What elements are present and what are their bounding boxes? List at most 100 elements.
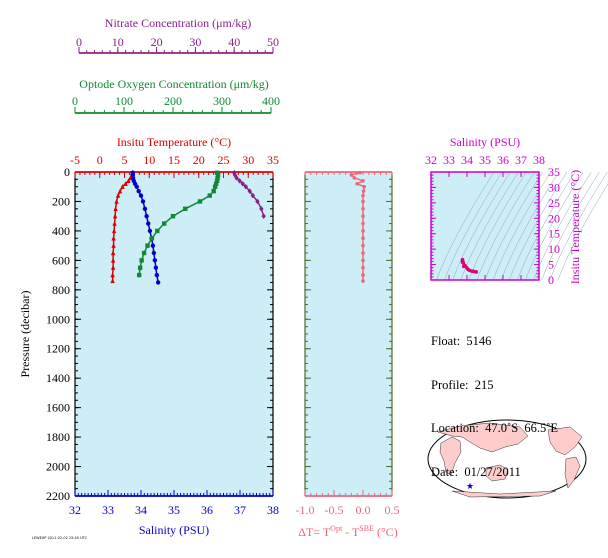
pressure-axis-title: Pressure (decibar): [18, 291, 32, 378]
delta-t-point: [361, 243, 365, 248]
delta-t-point: [361, 179, 365, 183]
delta-t-tick-label: 0.0: [356, 503, 371, 517]
temperature-point: [110, 250, 116, 256]
pressure-tick-label: 1800: [46, 430, 70, 444]
nitrate-point: [259, 206, 264, 212]
ts-ytick-label: 30: [548, 180, 560, 194]
date-text: Date: 01/27/2011: [431, 464, 521, 479]
oxygen-point: [155, 228, 160, 234]
temperature-point: [110, 265, 116, 270]
timestamp-stamp: LEWEXP 2011-02-02 15:45 UTC: [32, 536, 88, 540]
map-north-america: [547, 426, 583, 456]
density-contour: [460, 171, 519, 281]
delta-t-point: [361, 265, 365, 270]
delta-t-point: [361, 221, 365, 226]
salinity-point: [138, 193, 144, 198]
profile-number: Profile: 215: [431, 377, 494, 392]
delta-t-point: [361, 258, 365, 263]
pressure-tick-label: 1000: [46, 312, 70, 326]
map-south-america: [564, 456, 581, 489]
float-info: Float: 5146 Profile: 215 Location: 47.0˚…: [431, 305, 558, 494]
oxygen-tick-label: 300: [213, 94, 231, 108]
profile-series: [110, 169, 266, 285]
ts-xtick-label: 36: [497, 153, 509, 167]
temperature-tick-label: 25: [218, 153, 230, 167]
salinity-point: [134, 184, 139, 189]
salinity-point: [144, 213, 149, 219]
temperature-point: [110, 278, 115, 284]
delta-t-point: [349, 173, 354, 177]
density-contour: [517, 171, 576, 281]
oxygen-tick-label: 200: [164, 94, 182, 108]
ts-ytick-label: 5: [548, 258, 554, 272]
delta-t-axis-title: ΔT= TOpt - TSBE (°C): [298, 524, 398, 539]
oxygen-point: [214, 170, 220, 175]
ts-xtick-label: 34: [461, 153, 473, 167]
delta-t-point: [352, 176, 357, 180]
density-contour: [492, 171, 551, 281]
nitrate-tick-label: 0: [76, 35, 82, 49]
oxygen-point: [170, 213, 176, 219]
density-contour: [533, 171, 592, 281]
oxygen-point: [212, 184, 218, 189]
salinity-point: [151, 250, 157, 256]
oxygen-point: [211, 188, 216, 194]
temperature-point: [115, 192, 121, 198]
salinity-tick-label: 35: [168, 503, 180, 517]
pressure-tick-label: 400: [52, 224, 70, 238]
delta-t-point: [361, 229, 365, 233]
pressure-tick-label: 1400: [46, 371, 70, 385]
oxygen-point: [161, 221, 167, 226]
oxygen-point: [207, 193, 212, 198]
temperature-point: [113, 206, 118, 212]
delta-t-plot-area: [305, 172, 392, 496]
ts-xtick-label: 37: [515, 153, 527, 167]
main-plot-area: [75, 172, 273, 496]
nitrate-point: [250, 192, 256, 199]
oxygen-axis: 0 100 200 300 400: [72, 94, 280, 114]
temperature-point: [114, 198, 119, 204]
delta-t-point: [361, 251, 365, 255]
nitrate-tick-label: 10: [112, 35, 124, 49]
delta-t-point: [358, 170, 362, 175]
temperature-tick-label: -5: [70, 153, 80, 167]
density-contour: [452, 171, 511, 281]
salinity-tick-label: 33: [102, 503, 114, 517]
density-contour: [500, 171, 560, 281]
delta-t-point: [362, 184, 366, 189]
temperature-tick-label: 30: [242, 153, 254, 167]
ts-ytick-label: 35: [548, 165, 560, 179]
oxygen-point: [149, 236, 155, 241]
density-contour: [549, 171, 608, 281]
temperature-point: [120, 184, 125, 189]
delta-t-point: [361, 279, 365, 283]
temperature-point: [110, 257, 116, 263]
delta-t-point: [361, 273, 365, 277]
pressure-tick-label: 1600: [46, 401, 70, 415]
salinity-point: [136, 188, 141, 194]
float-id: Float: 5146: [431, 334, 492, 348]
salinity-point: [154, 272, 160, 278]
salinity-point: [140, 199, 146, 204]
nitrate-tick-label: 40: [228, 35, 240, 49]
oxygen-axis-title: Optode Oxygen Concentration (μm/kg): [79, 77, 268, 91]
oxygen-point: [183, 206, 188, 212]
pressure-tick-label: 2200: [46, 489, 70, 503]
ts-xtick-label: 38: [533, 153, 545, 167]
ts-ytick-label: 15: [548, 227, 560, 241]
salinity-axis-title: Salinity (PSU): [139, 523, 209, 537]
density-contour: [476, 171, 535, 281]
salinity-axis: 32 33 34 35 36 37 38: [69, 490, 279, 517]
ts-salinity-title: Salinity (PSU): [450, 135, 520, 149]
nitrate-point: [243, 183, 249, 190]
temperature-tick-label: 35: [267, 153, 279, 167]
oxygen-tick-label: 0: [72, 94, 78, 108]
temperature-tick-label: 10: [143, 153, 155, 167]
oxygen-point: [136, 272, 142, 278]
ts-ytick-label: 0: [548, 273, 554, 287]
map-australia: [485, 464, 509, 482]
oxygen-point: [213, 181, 219, 186]
float-location-marker: ★: [466, 481, 474, 491]
